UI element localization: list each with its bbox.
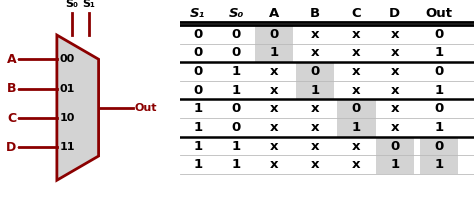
Text: 1: 1 xyxy=(231,140,240,152)
Bar xyxy=(296,62,335,81)
Text: 0: 0 xyxy=(193,47,202,59)
Text: x: x xyxy=(311,158,319,171)
Text: B: B xyxy=(7,82,16,95)
Text: S₀: S₀ xyxy=(65,0,79,9)
Bar xyxy=(375,137,414,155)
Text: x: x xyxy=(311,102,319,115)
Text: x: x xyxy=(352,140,361,152)
Text: S₀: S₀ xyxy=(228,7,244,20)
Bar xyxy=(419,137,458,155)
Bar xyxy=(296,81,335,99)
Text: x: x xyxy=(311,47,319,59)
Text: 0: 0 xyxy=(310,65,320,78)
Text: 0: 0 xyxy=(434,140,443,152)
Text: 1: 1 xyxy=(193,121,202,134)
Text: x: x xyxy=(391,84,399,97)
Text: x: x xyxy=(352,28,361,41)
Text: x: x xyxy=(352,47,361,59)
Text: x: x xyxy=(391,65,399,78)
Text: 1: 1 xyxy=(231,84,240,97)
Text: x: x xyxy=(311,140,319,152)
Text: —: — xyxy=(17,84,28,94)
Text: —: — xyxy=(17,142,28,152)
Text: 1: 1 xyxy=(193,140,202,152)
Text: x: x xyxy=(352,84,361,97)
Text: x: x xyxy=(270,102,278,115)
Text: 1: 1 xyxy=(390,158,399,171)
Text: x: x xyxy=(352,65,361,78)
Text: Out: Out xyxy=(135,103,157,113)
Text: 0: 0 xyxy=(231,28,241,41)
Text: 11: 11 xyxy=(60,142,75,152)
Text: 0: 0 xyxy=(352,102,361,115)
Text: A: A xyxy=(7,53,16,66)
Text: x: x xyxy=(270,121,278,134)
Text: C: C xyxy=(352,7,361,20)
Polygon shape xyxy=(57,35,99,180)
Text: 1: 1 xyxy=(231,158,240,171)
Text: 0: 0 xyxy=(193,84,202,97)
Text: 1: 1 xyxy=(434,158,443,171)
Text: 1: 1 xyxy=(270,47,279,59)
Text: 0: 0 xyxy=(193,28,202,41)
Text: 1: 1 xyxy=(434,47,443,59)
Text: D: D xyxy=(6,141,16,154)
Text: x: x xyxy=(391,47,399,59)
Text: 1: 1 xyxy=(352,121,361,134)
Text: 1: 1 xyxy=(311,84,320,97)
Text: x: x xyxy=(352,158,361,171)
Bar xyxy=(375,155,414,174)
Text: 1: 1 xyxy=(434,84,443,97)
Text: —: — xyxy=(17,54,28,64)
Text: 1: 1 xyxy=(193,102,202,115)
Bar xyxy=(337,99,375,118)
Text: 00: 00 xyxy=(60,54,75,64)
Text: x: x xyxy=(270,158,278,171)
Text: C: C xyxy=(7,111,16,125)
Text: 0: 0 xyxy=(231,47,241,59)
Bar xyxy=(255,44,293,62)
Text: x: x xyxy=(311,28,319,41)
Text: S₁: S₁ xyxy=(82,0,96,9)
Text: B: B xyxy=(310,7,320,20)
Text: x: x xyxy=(311,121,319,134)
Text: 1: 1 xyxy=(231,65,240,78)
Bar xyxy=(255,25,293,44)
Text: 10: 10 xyxy=(60,113,75,123)
Text: 0: 0 xyxy=(390,140,399,152)
Text: x: x xyxy=(391,102,399,115)
Text: 0: 0 xyxy=(434,102,443,115)
Text: x: x xyxy=(270,65,278,78)
Bar xyxy=(419,155,458,174)
Text: x: x xyxy=(270,140,278,152)
Text: 0: 0 xyxy=(231,102,241,115)
Text: 1: 1 xyxy=(193,158,202,171)
Text: 0: 0 xyxy=(270,28,279,41)
Text: A: A xyxy=(269,7,279,20)
Text: x: x xyxy=(270,84,278,97)
Text: 1: 1 xyxy=(434,121,443,134)
Text: 01: 01 xyxy=(60,84,75,94)
Text: 0: 0 xyxy=(434,65,443,78)
Text: 0: 0 xyxy=(231,121,241,134)
Text: 0: 0 xyxy=(434,28,443,41)
Text: D: D xyxy=(389,7,400,20)
Text: x: x xyxy=(391,121,399,134)
Bar xyxy=(337,118,375,137)
Text: S₁: S₁ xyxy=(190,7,205,20)
Text: —: — xyxy=(17,113,28,123)
Text: Out: Out xyxy=(425,7,452,20)
Text: x: x xyxy=(391,28,399,41)
Text: 0: 0 xyxy=(193,65,202,78)
